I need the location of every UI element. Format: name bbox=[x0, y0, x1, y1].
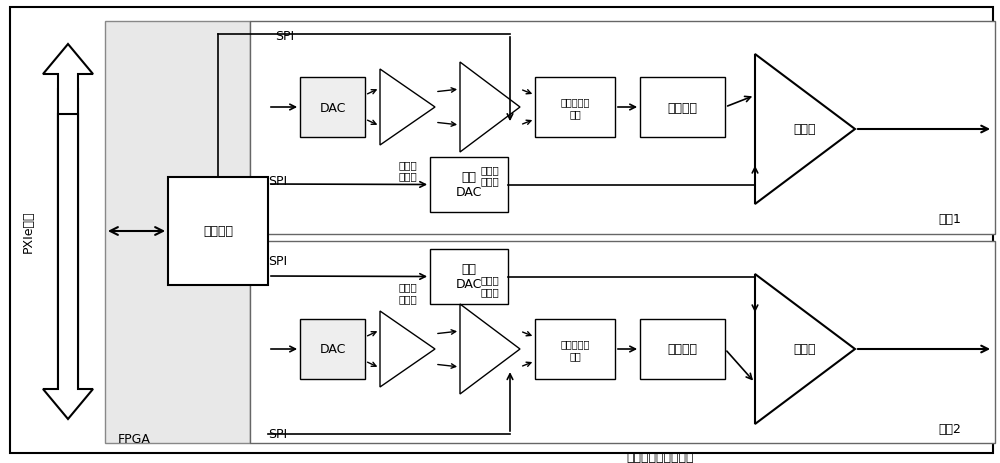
Polygon shape bbox=[755, 55, 855, 205]
Text: 程控
DAC: 程控 DAC bbox=[456, 263, 482, 291]
Polygon shape bbox=[460, 304, 520, 394]
Bar bbox=[430, 158, 508, 213]
Text: 可变增
益放大: 可变增 益放大 bbox=[481, 165, 499, 186]
Bar bbox=[300, 319, 365, 379]
Bar bbox=[300, 78, 365, 138]
Text: 固定增
益放大: 固定增 益放大 bbox=[398, 160, 417, 181]
Text: 加法器: 加法器 bbox=[794, 343, 816, 356]
Text: SPI: SPI bbox=[275, 30, 294, 43]
Text: 程控
DAC: 程控 DAC bbox=[456, 171, 482, 199]
Polygon shape bbox=[460, 63, 520, 153]
Text: SPI: SPI bbox=[268, 427, 287, 441]
Text: DAC: DAC bbox=[319, 343, 346, 356]
Text: 固定增
益放大: 固定增 益放大 bbox=[398, 282, 417, 303]
Text: 任意波形发生器板卡: 任意波形发生器板卡 bbox=[626, 450, 694, 463]
Text: 滤波电路: 滤波电路 bbox=[668, 101, 698, 114]
Bar bbox=[430, 250, 508, 304]
Text: 波形生成: 波形生成 bbox=[203, 225, 233, 238]
Text: 通道1: 通道1 bbox=[939, 213, 961, 226]
Polygon shape bbox=[380, 311, 435, 387]
Text: SPI: SPI bbox=[268, 255, 287, 268]
Bar bbox=[168, 178, 268, 285]
Polygon shape bbox=[380, 70, 435, 146]
Bar bbox=[640, 78, 725, 138]
Polygon shape bbox=[755, 275, 855, 424]
Text: PXIe总线: PXIe总线 bbox=[22, 210, 34, 253]
Polygon shape bbox=[43, 45, 93, 349]
Bar bbox=[535, 319, 615, 379]
Polygon shape bbox=[43, 115, 93, 419]
Bar bbox=[105, 22, 250, 443]
Text: 信号差分转
单端: 信号差分转 单端 bbox=[560, 338, 590, 360]
Text: 加法器: 加法器 bbox=[794, 123, 816, 136]
Bar bbox=[250, 22, 995, 234]
Text: 可变增
益放大: 可变增 益放大 bbox=[481, 275, 499, 296]
Bar bbox=[58, 90, 78, 389]
Text: 滤波电路: 滤波电路 bbox=[668, 343, 698, 356]
Text: 信号差分转
单端: 信号差分转 单端 bbox=[560, 97, 590, 119]
Text: DAC: DAC bbox=[319, 101, 346, 114]
Bar bbox=[250, 242, 995, 443]
Text: FPGA: FPGA bbox=[118, 432, 151, 445]
Text: 通道2: 通道2 bbox=[939, 423, 961, 436]
Text: SPI: SPI bbox=[268, 175, 287, 188]
Bar bbox=[640, 319, 725, 379]
Bar bbox=[535, 78, 615, 138]
